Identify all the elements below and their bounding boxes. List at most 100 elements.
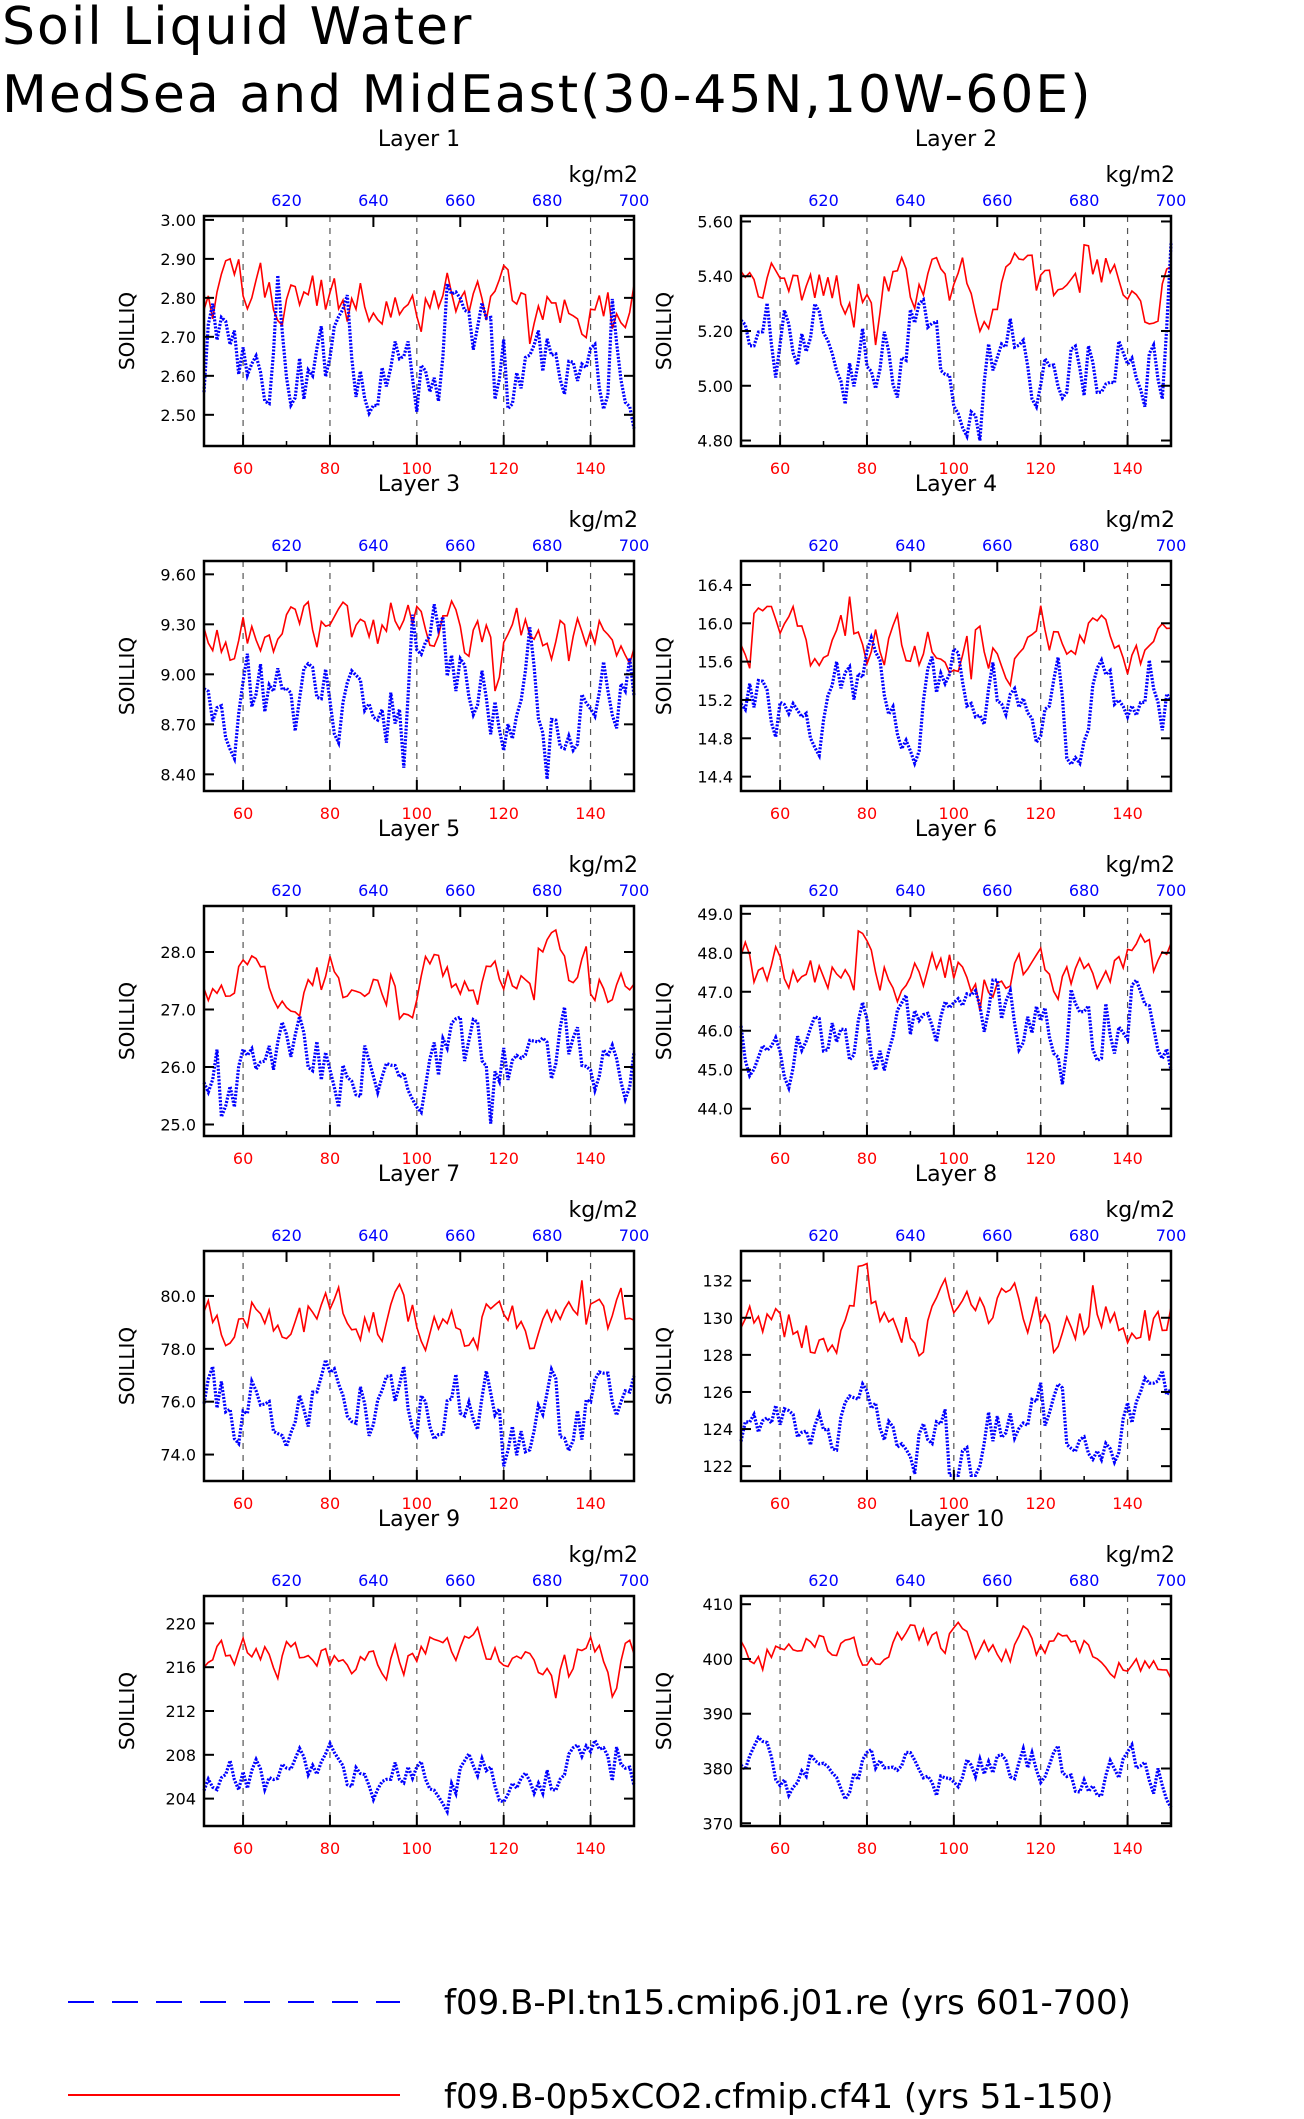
y-tick-label: 9.60 [160, 565, 196, 584]
y-tick-label: 47.0 [697, 983, 733, 1002]
plot-frame [202, 1249, 636, 1483]
series-line-blue [203, 604, 636, 780]
x-tick-label: 60 [770, 804, 790, 823]
x-tick-label: 80 [857, 1839, 877, 1858]
top-tick-label: 680 [1069, 191, 1100, 210]
y-tick-label: 410 [702, 1595, 733, 1614]
x-tick-label: 120 [488, 1839, 519, 1858]
top-tick-label: 640 [358, 536, 389, 555]
series-line-red [740, 929, 1172, 1012]
x-tick-label: 140 [575, 1839, 606, 1858]
top-tick-label: 700 [1156, 1571, 1187, 1590]
y-axis-label: SOILLIQ [652, 1672, 676, 1750]
top-tick-label: 680 [532, 881, 563, 900]
series-line-blue [739, 1365, 1173, 1477]
y-tick-label: 380 [702, 1760, 733, 1779]
top-tick-label: 620 [271, 536, 302, 555]
y-tick-label: 2.90 [160, 250, 196, 269]
top-tick-label: 620 [271, 191, 302, 210]
y-tick-label: 9.00 [160, 665, 196, 684]
series-line-blue [202, 275, 636, 429]
series-line-red [740, 1262, 1172, 1358]
top-tick-label: 660 [445, 1571, 476, 1590]
x-tick-label: 100 [939, 1839, 970, 1858]
units-label: kg/m2 [1105, 163, 1175, 188]
x-tick-label: 100 [939, 1149, 970, 1168]
x-tick-label: 140 [1112, 1149, 1143, 1168]
top-tick-label: 640 [895, 881, 926, 900]
y-axis-label: SOILLIQ [115, 292, 139, 370]
y-tick-label: 80.0 [160, 1287, 196, 1306]
panel-layer-8: Layer 8 kg/m2 SOILLIQ 122 124 126 128 130 132 60 8… [652, 1162, 1186, 1513]
panel-layer-3: Layer 3 kg/m2 SOILLIQ 8.40 8.70 9.00 9.30 9.60 6… [115, 472, 649, 823]
y-tick-label: 44.0 [697, 1100, 733, 1119]
top-tick-label: 700 [619, 1571, 650, 1590]
x-tick-label: 120 [488, 1494, 519, 1513]
plot-frame [202, 559, 636, 793]
series-line-red [203, 1280, 635, 1353]
top-tick-label: 660 [982, 1226, 1013, 1245]
panel-title: Layer 5 [378, 817, 460, 842]
panel-layer-5: Layer 5 kg/m2 SOILLIQ 25.0 26.0 27.0 28.0 60 80 1… [115, 817, 649, 1168]
x-tick-label: 100 [402, 804, 433, 823]
x-tick-label: 120 [488, 1149, 519, 1168]
x-tick-label: 60 [770, 1149, 790, 1168]
units-label: kg/m2 [568, 163, 638, 188]
y-axis-label: SOILLIQ [652, 982, 676, 1060]
plot-frame [739, 559, 1173, 793]
top-tick-label: 680 [532, 1571, 563, 1590]
top-tick-label: 680 [532, 536, 563, 555]
y-axis-label: SOILLIQ [652, 637, 676, 715]
panel-title: Layer 3 [378, 472, 460, 497]
plot-frame [739, 904, 1173, 1138]
y-tick-label: 400 [702, 1650, 733, 1669]
x-tick-label: 60 [233, 1494, 253, 1513]
y-tick-label: 74.0 [160, 1446, 196, 1465]
series-line-blue [202, 1736, 636, 1817]
top-tick-label: 620 [808, 191, 839, 210]
top-tick-label: 640 [358, 1571, 389, 1590]
units-label: kg/m2 [1105, 1198, 1175, 1223]
y-tick-label: 216 [165, 1658, 196, 1677]
x-tick-label: 60 [233, 459, 253, 478]
y-tick-label: 78.0 [160, 1340, 196, 1359]
top-tick-label: 640 [895, 1226, 926, 1245]
y-axis-label: SOILLIQ [652, 292, 676, 370]
y-tick-label: 5.00 [697, 377, 733, 396]
top-tick-label: 660 [445, 536, 476, 555]
y-axis-label: SOILLIQ [115, 637, 139, 715]
top-tick-label: 620 [271, 881, 302, 900]
top-tick-label: 620 [271, 1571, 302, 1590]
units-label: kg/m2 [1105, 508, 1175, 533]
y-tick-label: 9.30 [160, 615, 196, 634]
y-tick-label: 124 [702, 1420, 733, 1439]
top-tick-label: 700 [1156, 536, 1187, 555]
series-line-red [203, 928, 635, 1021]
top-tick-label: 620 [808, 1571, 839, 1590]
y-tick-label: 45.0 [697, 1061, 733, 1080]
series-line-red [203, 598, 635, 692]
x-tick-label: 140 [575, 804, 606, 823]
x-tick-label: 120 [488, 459, 519, 478]
y-tick-label: 14.4 [697, 768, 733, 787]
y-tick-label: 15.6 [697, 653, 733, 672]
top-tick-label: 680 [1069, 1226, 1100, 1245]
y-tick-label: 212 [165, 1702, 196, 1721]
y-tick-label: 8.40 [160, 765, 196, 784]
y-tick-label: 390 [702, 1705, 733, 1724]
y-tick-label: 5.40 [697, 267, 733, 286]
top-tick-label: 640 [358, 1226, 389, 1245]
y-tick-label: 3.00 [160, 211, 196, 230]
top-tick-label: 640 [895, 536, 926, 555]
series-line-red [740, 596, 1172, 688]
panel-title: Layer 1 [378, 127, 460, 152]
x-tick-label: 80 [320, 804, 340, 823]
panel-layer-10: Layer 10 kg/m2 SOILLIQ 370 380 390 400 410 60 80 1… [652, 1507, 1186, 1858]
y-tick-label: 4.80 [697, 432, 733, 451]
top-tick-label: 660 [982, 881, 1013, 900]
x-tick-label: 80 [320, 459, 340, 478]
y-tick-label: 48.0 [697, 944, 733, 963]
panel-title: Layer 4 [915, 472, 997, 497]
top-tick-label: 660 [445, 881, 476, 900]
